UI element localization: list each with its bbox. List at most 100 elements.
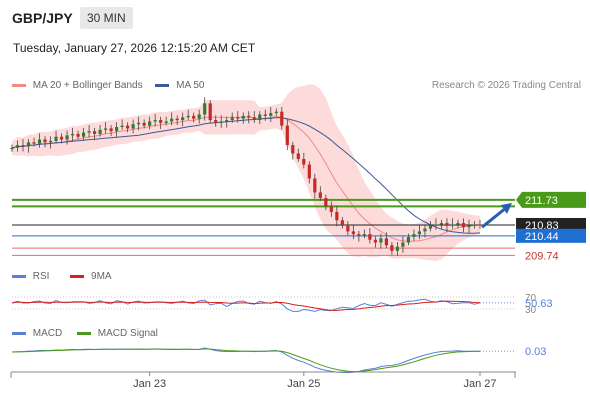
candle-body xyxy=(412,234,416,237)
candle-body xyxy=(137,122,141,125)
candle-body xyxy=(274,111,278,114)
candle-body xyxy=(181,117,185,121)
candle-body xyxy=(307,164,311,179)
timeframe-badge[interactable]: 30 MIN xyxy=(80,7,133,29)
time-tick-label-0: Jan 23 xyxy=(133,378,166,390)
candle-body xyxy=(197,114,201,119)
candle-body xyxy=(280,111,284,126)
price-level-tag-5: 209.74 xyxy=(525,250,559,262)
forecast-arrow-shaft xyxy=(481,206,507,229)
rsi-last-value: 50.63 xyxy=(525,298,553,310)
candle-body xyxy=(368,234,372,240)
signal-legend-label: MACD Signal xyxy=(97,328,158,339)
rsi-line xyxy=(11,298,481,312)
candle-body xyxy=(456,223,460,225)
ma20-legend-label: MA 20 + Bollinger Bands xyxy=(32,80,143,91)
candle-body xyxy=(461,223,466,228)
ma9-legend-swatch xyxy=(70,275,85,278)
price-level-label-5: 209.74 xyxy=(525,250,559,262)
rsi-tick-label-1: 30 xyxy=(525,305,537,316)
candle-body xyxy=(192,115,196,119)
candle-body xyxy=(54,136,58,141)
candle-body xyxy=(302,159,306,165)
ma50-line xyxy=(11,117,481,234)
candle-body xyxy=(395,246,400,251)
candle-body xyxy=(225,120,229,122)
candle-body xyxy=(109,128,113,132)
candle-body xyxy=(439,223,444,225)
candle-body xyxy=(81,132,86,137)
candle-body xyxy=(115,127,119,132)
candle-body xyxy=(318,192,322,198)
candle-body xyxy=(329,206,333,212)
rsi-tick-label-0: 70 xyxy=(525,293,537,304)
macd-signal-line xyxy=(11,348,481,372)
macd-last-value: 0.03 xyxy=(525,346,546,358)
forecast-arrow-head xyxy=(501,202,512,214)
ma20-legend-swatch xyxy=(12,84,26,87)
candle-body xyxy=(148,121,152,126)
rsi-legend-swatch xyxy=(12,275,26,278)
candle-body xyxy=(70,133,75,136)
candle-body xyxy=(21,145,25,147)
rsi-legend: RSI 9MA xyxy=(12,271,112,282)
candle-body xyxy=(252,117,256,121)
candles xyxy=(10,97,482,256)
signal-legend-swatch xyxy=(77,332,92,335)
candle-body xyxy=(390,245,394,251)
symbol-title: GBP/JPY xyxy=(12,10,73,26)
candle-body xyxy=(26,142,31,147)
candle-body xyxy=(126,125,130,129)
price-level-tag-bg-0 xyxy=(516,191,586,208)
price-level-tag-bg-2 xyxy=(516,217,586,232)
candle-body xyxy=(219,121,223,123)
candle-body xyxy=(373,239,377,243)
candle-body xyxy=(324,197,328,207)
candle-body xyxy=(340,220,344,226)
ma50-legend-label: MA 50 xyxy=(176,80,205,91)
candle-body xyxy=(346,225,350,232)
candle-body xyxy=(203,103,207,115)
time-tick-label-2: Jan 27 xyxy=(463,378,496,390)
candle-body xyxy=(478,224,482,226)
macd-legend-swatch xyxy=(12,332,26,335)
candle-body xyxy=(65,135,69,140)
bollinger-band xyxy=(12,84,480,261)
rsi-legend-label: RSI xyxy=(32,271,50,282)
candle-body xyxy=(48,140,53,143)
ma50-legend-swatch xyxy=(155,84,170,87)
candle-body xyxy=(269,113,273,116)
research-credit: Research © 2026 Trading Central xyxy=(431,80,581,91)
candle-body xyxy=(175,118,179,121)
candle-body xyxy=(445,223,449,226)
candle-body xyxy=(230,117,234,121)
candle-body xyxy=(335,211,339,221)
candle-body xyxy=(241,115,245,119)
candle-body xyxy=(164,121,168,123)
price-level-label-3: 210.44 xyxy=(525,231,559,243)
candle-body xyxy=(417,231,422,235)
candle-body xyxy=(159,120,163,123)
candle-body xyxy=(37,139,42,144)
candle-body xyxy=(472,224,477,226)
datetime-label: Tuesday, January 27, 2026 12:15:20 AM CE… xyxy=(13,41,256,55)
candle-body xyxy=(428,225,433,229)
candle-body xyxy=(285,125,289,146)
candle-body xyxy=(142,122,146,126)
candle-body xyxy=(32,142,36,144)
candle-body xyxy=(423,228,427,232)
candle-body xyxy=(104,128,108,130)
candle-body xyxy=(434,224,438,226)
main-legend: MA 20 + Bollinger Bands MA 50 xyxy=(12,80,205,94)
rsi-ma-line xyxy=(11,300,481,311)
macd-legend: MACD MACD Signal xyxy=(12,328,158,339)
candle-body xyxy=(401,242,405,247)
candle-body xyxy=(92,131,97,134)
candle-body xyxy=(186,115,190,118)
candle-body xyxy=(357,234,361,236)
ma20-line xyxy=(11,115,481,242)
candle-body xyxy=(214,120,218,123)
candle-body xyxy=(15,145,20,148)
candle-body xyxy=(236,117,240,119)
